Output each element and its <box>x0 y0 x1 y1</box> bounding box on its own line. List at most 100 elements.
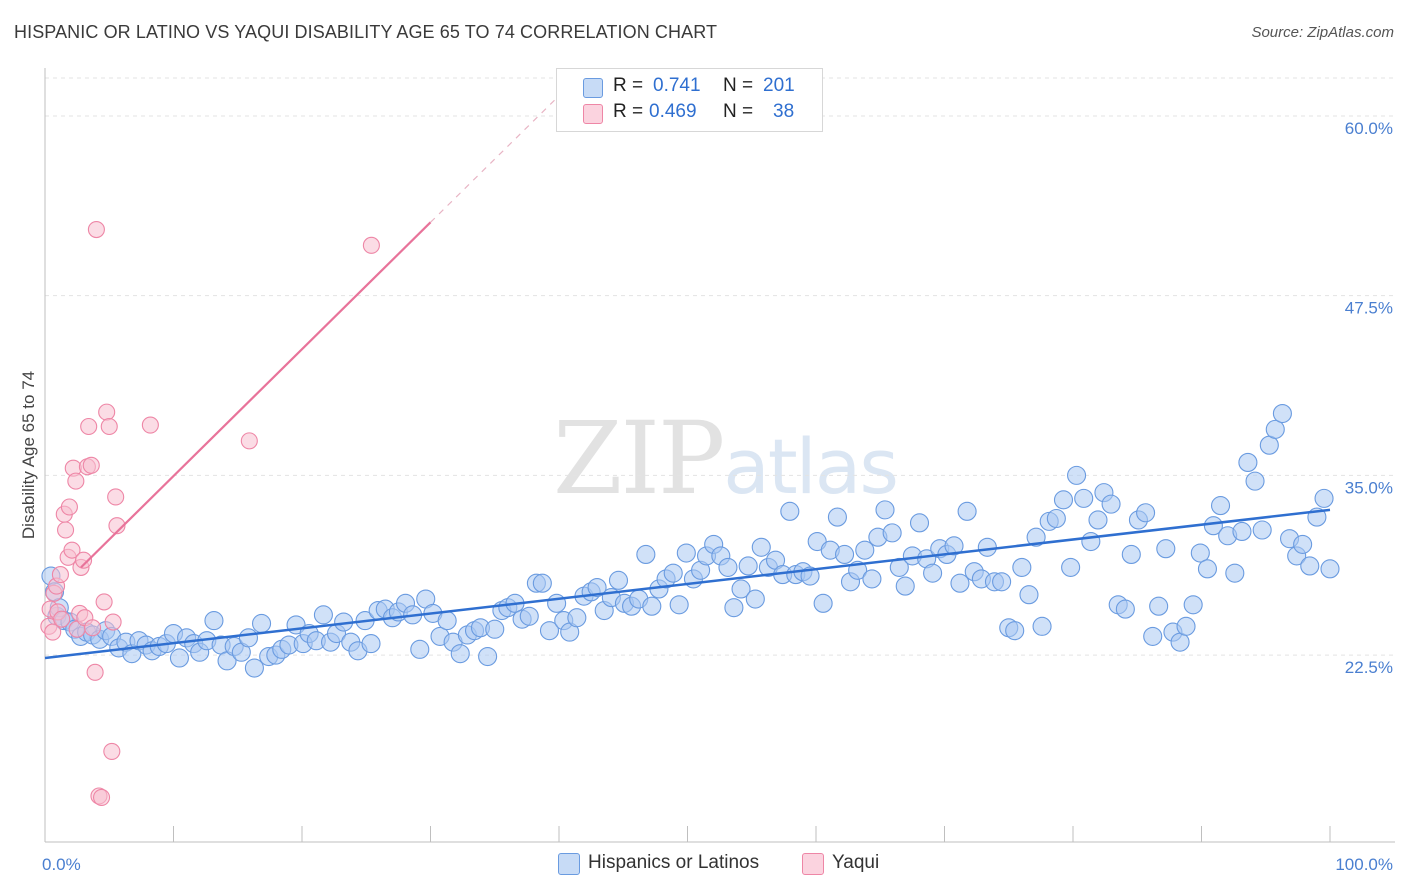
data-point-hispanics <box>676 543 696 563</box>
data-point-yaqui <box>67 472 85 490</box>
data-point-hispanics <box>1183 595 1203 615</box>
watermark-atlas: atlas <box>723 422 899 511</box>
data-point-hispanics <box>1088 510 1108 530</box>
data-point-hispanics <box>1149 596 1169 616</box>
data-point-yaqui <box>82 456 100 474</box>
axes <box>44 68 1395 843</box>
legend-n-label: N = <box>723 101 754 122</box>
data-point-hispanics <box>944 536 964 556</box>
data-point-yaqui <box>53 610 71 628</box>
data-point-hispanics <box>450 644 470 664</box>
data-point-hispanics <box>437 611 457 631</box>
data-point-yaqui <box>108 517 126 535</box>
data-point-hispanics <box>738 556 758 576</box>
data-point-hispanics <box>1143 626 1163 646</box>
data-point-yaqui <box>75 551 93 569</box>
data-point-hispanics <box>1238 452 1258 472</box>
data-point-hispanics <box>642 596 662 616</box>
data-point-yaqui <box>44 623 62 641</box>
data-point-yaqui <box>100 417 118 436</box>
data-point-hispanics <box>923 563 943 583</box>
data-point-hispanics <box>909 513 930 533</box>
legend-r-value: 0.469 <box>649 101 697 122</box>
data-point-hispanics <box>539 621 560 641</box>
data-point-hispanics <box>957 501 977 521</box>
data-point-hispanics <box>1061 557 1081 577</box>
data-point-hispanics <box>1156 539 1176 559</box>
data-point-hispanics <box>1314 488 1334 508</box>
data-point-hispanics <box>1320 559 1340 579</box>
bottom-legend-label: Hispanics or Latinos <box>588 852 760 873</box>
legend-swatch-pink <box>583 104 603 124</box>
data-point-hispanics <box>1012 557 1032 577</box>
legend-swatch-blue <box>583 78 603 98</box>
data-point-hispanics <box>663 563 683 583</box>
x-tick-label-max: 100.0% <box>1335 855 1393 874</box>
bottom-legend-swatch-blue <box>558 853 580 875</box>
data-point-hispanics <box>835 544 855 565</box>
data-point-hispanics <box>1225 563 1245 583</box>
data-point-hispanics <box>204 611 224 631</box>
data-point-hispanics <box>478 646 498 667</box>
data-point-yaqui <box>95 593 113 611</box>
y-tick-label: 22.5% <box>1345 658 1393 677</box>
data-point-hispanics <box>1101 494 1121 514</box>
data-point-yaqui <box>240 432 258 450</box>
data-point-hispanics <box>244 658 264 678</box>
data-point-yaqui <box>362 236 380 254</box>
data-point-hispanics <box>1190 543 1210 563</box>
data-point-hispanics <box>855 540 875 560</box>
series-hispanics-points <box>41 404 1340 678</box>
data-point-hispanics <box>882 523 902 543</box>
series-yaqui-points <box>40 220 380 806</box>
data-point-hispanics <box>1232 521 1252 541</box>
data-point-yaqui <box>80 417 98 436</box>
data-point-hispanics <box>313 605 333 625</box>
data-point-hispanics <box>1293 534 1313 554</box>
data-point-hispanics <box>827 507 847 527</box>
data-point-hispanics <box>1203 516 1223 536</box>
legend-n-value: 38 <box>773 101 795 122</box>
data-point-hispanics <box>862 569 882 589</box>
legend-r-label: R = <box>613 101 644 122</box>
chart-title: HISPANIC OR LATINO VS YAQUI DISABILITY A… <box>14 22 718 42</box>
trend-line-hispanics <box>44 508 1331 660</box>
data-point-yaqui <box>60 498 78 516</box>
data-point-hispanics <box>1272 404 1292 424</box>
data-point-hispanics <box>875 500 895 520</box>
data-point-yaqui <box>141 416 159 434</box>
data-point-hispanics <box>1121 544 1141 565</box>
data-point-yaqui <box>92 788 111 806</box>
data-point-hispanics <box>1019 585 1039 605</box>
data-point-yaqui <box>87 220 105 239</box>
data-point-yaqui <box>103 742 121 760</box>
data-point-hispanics <box>731 579 751 599</box>
legend-n-label: N = <box>723 75 754 96</box>
data-point-hispanics <box>1053 490 1074 510</box>
data-point-yaqui <box>104 613 122 631</box>
data-point-hispanics <box>724 598 744 618</box>
data-point-yaqui <box>86 663 104 681</box>
watermark: ZIPatlas <box>553 400 899 517</box>
data-point-hispanics <box>532 573 552 593</box>
data-point-hispanics <box>636 544 656 565</box>
data-point-hispanics <box>608 570 629 590</box>
data-point-yaqui <box>98 403 116 421</box>
stats-legend: R = 0.741 N = 201 R = 0.469 N = 38 <box>556 68 823 132</box>
data-point-hispanics <box>992 572 1012 592</box>
data-point-hispanics <box>519 606 539 626</box>
data-point-hispanics <box>780 501 800 521</box>
data-point-hispanics <box>1115 599 1135 619</box>
data-point-hispanics <box>1265 419 1285 439</box>
data-point-hispanics <box>745 589 765 609</box>
data-point-hispanics <box>813 593 833 613</box>
trend-lines <box>44 95 1331 660</box>
tick-labels: 22.5% 35.0% 47.5% 60.0% 0.0% 100.0% <box>42 119 1393 874</box>
data-point-hispanics <box>1252 520 1272 540</box>
data-point-hispanics <box>1136 503 1156 523</box>
data-point-hispanics <box>751 537 771 557</box>
data-point-hispanics <box>669 595 689 615</box>
y-tick-label: 47.5% <box>1345 299 1393 318</box>
data-point-hispanics <box>1081 531 1101 552</box>
